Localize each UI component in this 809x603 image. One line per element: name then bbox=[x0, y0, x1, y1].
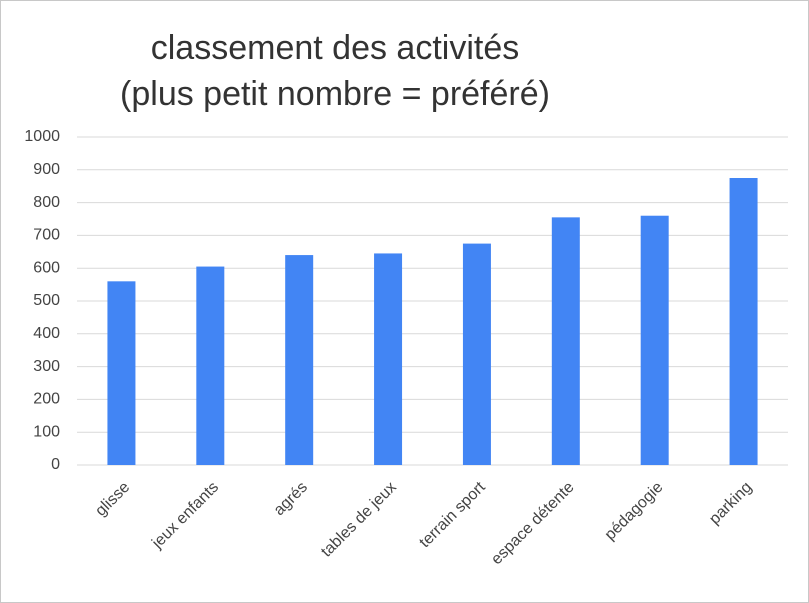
y-tick-label: 300 bbox=[33, 358, 60, 375]
y-tick-label: 500 bbox=[33, 292, 60, 309]
y-tick-label: 600 bbox=[33, 259, 60, 276]
chart-title: classement des activités bbox=[151, 29, 520, 67]
bar bbox=[462, 243, 491, 465]
bar bbox=[196, 266, 225, 465]
y-tick-label: 800 bbox=[33, 194, 60, 211]
bar bbox=[551, 217, 580, 465]
y-tick-label: 0 bbox=[51, 456, 60, 473]
bar bbox=[285, 255, 314, 465]
bar bbox=[640, 215, 669, 465]
y-tick-label: 1000 bbox=[24, 128, 60, 145]
y-tick-label: 400 bbox=[33, 325, 60, 342]
bar bbox=[729, 178, 758, 465]
bar bbox=[107, 281, 136, 465]
y-tick-label: 100 bbox=[33, 423, 60, 440]
bar bbox=[374, 253, 403, 465]
y-tick-label: 700 bbox=[33, 227, 60, 244]
chart-title: (plus petit nombre = préféré) bbox=[120, 75, 550, 113]
y-tick-label: 200 bbox=[33, 391, 60, 408]
y-tick-label: 900 bbox=[33, 161, 60, 178]
